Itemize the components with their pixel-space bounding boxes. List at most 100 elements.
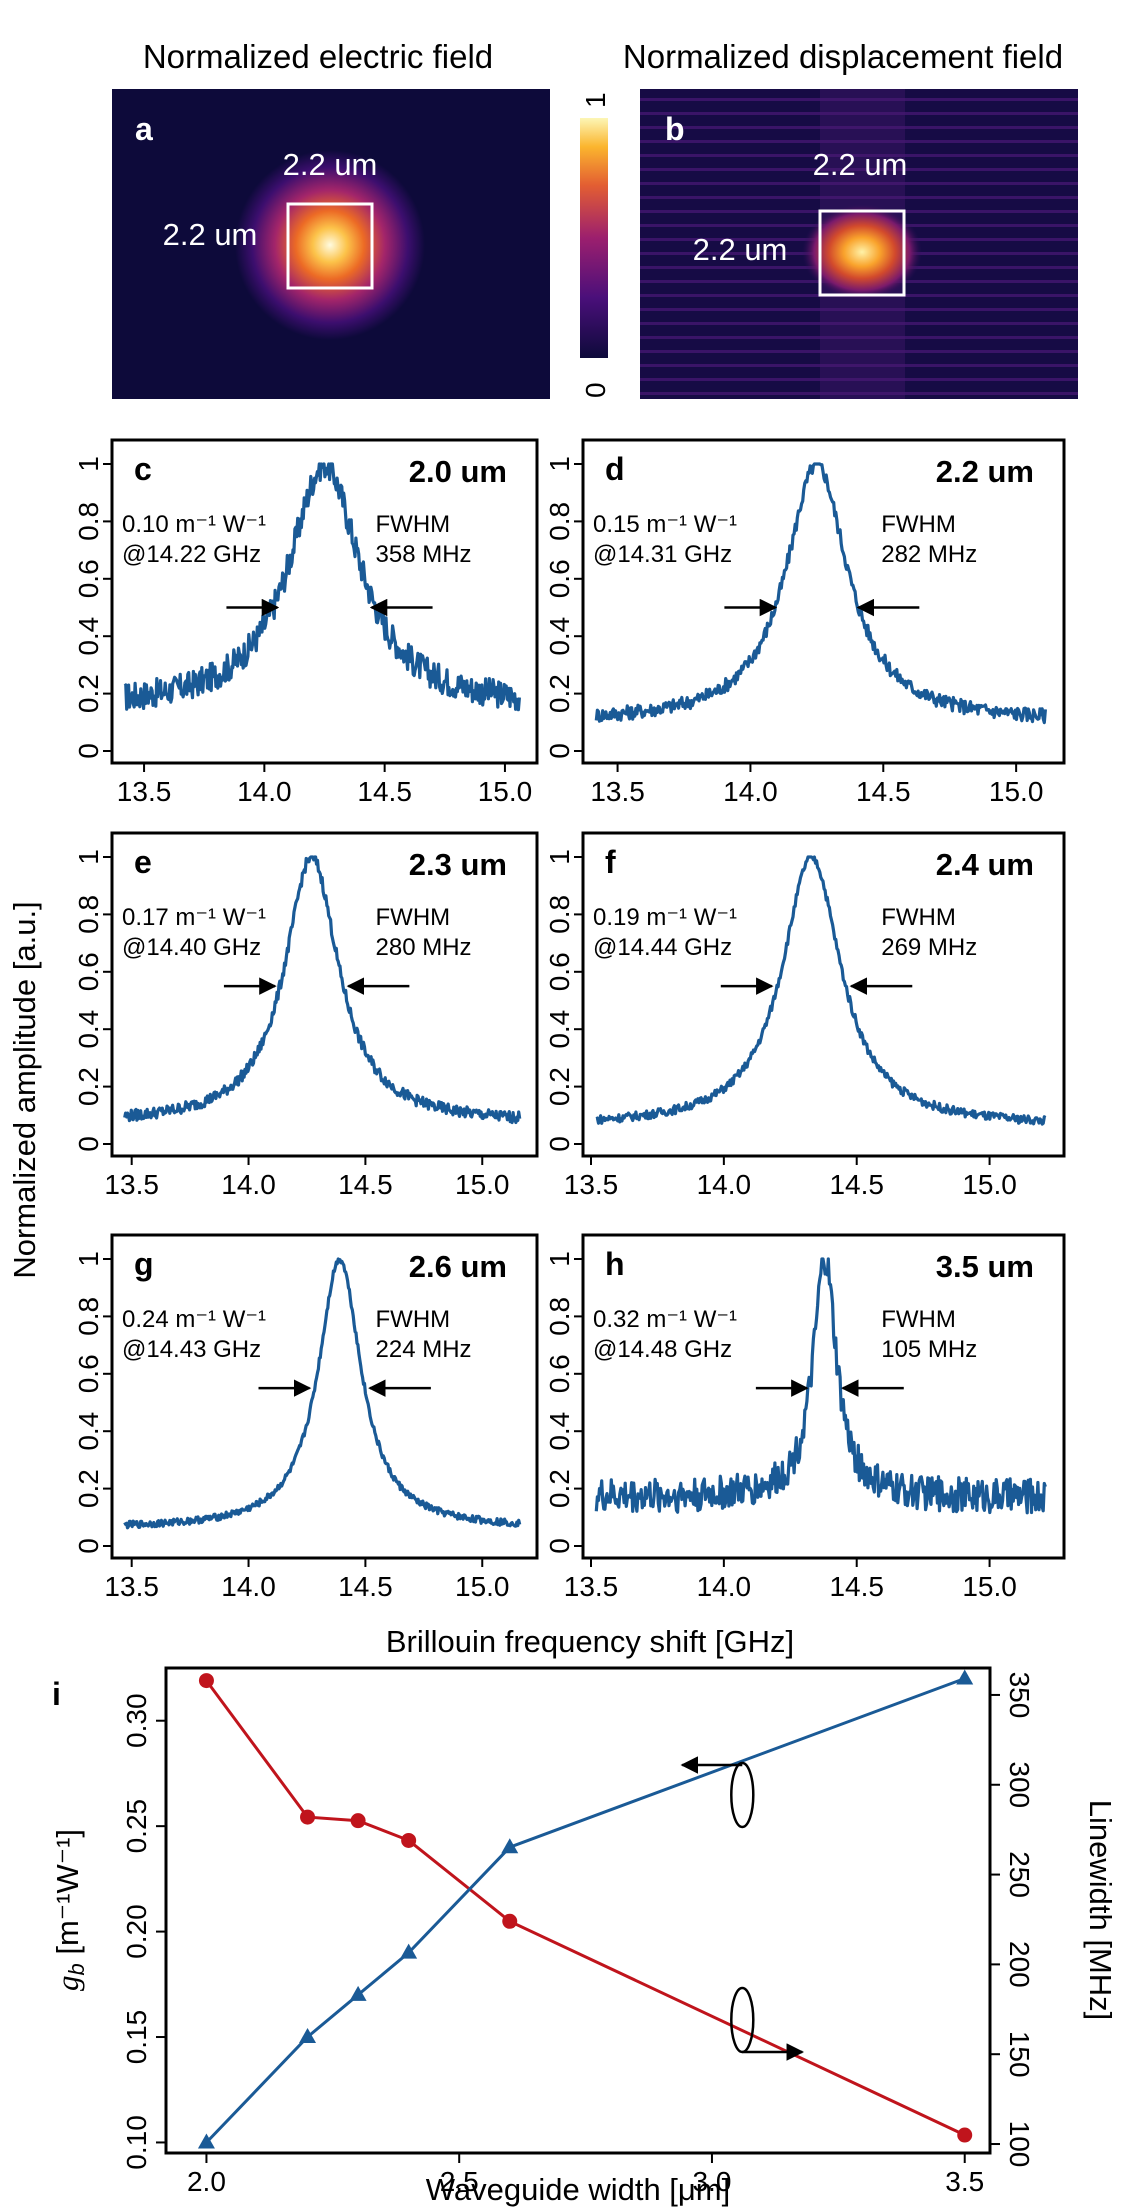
- linewidth-point: [350, 1813, 366, 1829]
- spectrum-trace-d: [594, 462, 1047, 725]
- map-a-height-label: 2.2 um: [163, 217, 258, 252]
- x-tick-label: 14.0: [221, 1169, 276, 1200]
- left-tick-label: 0.20: [121, 1904, 152, 1959]
- y-tick-label: 0.4: [73, 617, 104, 656]
- map-b: b 2.2 um 2.2 um: [640, 89, 1078, 399]
- y-tick-label: 0: [544, 1538, 575, 1554]
- x-tick-label: 14.5: [357, 776, 412, 807]
- gain-value: 0.24 m⁻¹ W⁻¹: [122, 1306, 266, 1333]
- y-tick-label: 0.8: [544, 1297, 575, 1336]
- colorbar-min-label: 0: [580, 382, 611, 398]
- right-tick-label: 350: [1004, 1672, 1035, 1719]
- y-tick-label: 0.2: [73, 1469, 104, 1508]
- map-a-width-label: 2.2 um: [283, 147, 378, 182]
- y-tick-label: 0.2: [544, 1469, 575, 1508]
- spectrum-frame-h: [581, 1233, 1066, 1560]
- y-tick-label: 0.4: [73, 1010, 104, 1049]
- waveguide-width-label: 3.5 um: [936, 1249, 1034, 1284]
- x-tick-label: 3.0: [692, 2166, 731, 2197]
- spectrum-trace-e: [123, 855, 522, 1125]
- fwhm-value: 358 MHz: [376, 541, 472, 568]
- fwhm-label: FWHM: [881, 904, 956, 931]
- gain-point: [501, 1838, 519, 1854]
- fwhm-label: FWHM: [376, 904, 451, 931]
- summary-frame: [164, 1666, 992, 2155]
- waveguide-width-label: 2.4 um: [936, 847, 1034, 882]
- left-tick-label: 0.25: [121, 1799, 152, 1854]
- spectrum-frame-e: [110, 831, 539, 1158]
- x-tick-label: 13.5: [564, 1169, 619, 1200]
- spectrum-panel-h: 13.5 14.0 14.5 15.0 0 0.2 0.4 0.6 0.8 1 h 3.5 um 0.3…: [544, 1233, 1066, 1602]
- waveguide-width-label: 2.0 um: [409, 454, 507, 489]
- y-tick-label: 0.8: [544, 895, 575, 934]
- y-tick-label: 0.8: [73, 1297, 104, 1336]
- y-tick-label: 0: [73, 1136, 104, 1152]
- summary-ylabel-right: Linewidth [MHz]: [1083, 1800, 1118, 2021]
- fwhm-label: FWHM: [881, 1306, 956, 1333]
- panel-label: e: [134, 844, 152, 880]
- peak-frequency: @14.43 GHz: [122, 1336, 261, 1363]
- right-tick-label: 150: [1004, 2031, 1035, 2078]
- y-tick-label: 0.2: [73, 1067, 104, 1106]
- left-tick-label: 0.10: [121, 2115, 152, 2170]
- y-tick-label: 1: [73, 1251, 104, 1267]
- right-tick-label: 250: [1004, 1851, 1035, 1898]
- fwhm-value: 105 MHz: [881, 1336, 977, 1363]
- map-b-title: Normalized displacement field: [623, 38, 1063, 75]
- y-tick-label: 0: [544, 1136, 575, 1152]
- gain-point: [299, 2028, 317, 2044]
- map-b-label: b: [665, 111, 685, 147]
- y-tick-label: 0: [73, 1538, 104, 1554]
- linewidth-point: [198, 1673, 214, 1689]
- x-tick-label: 14.5: [856, 776, 911, 807]
- y-tick-label: 1: [544, 1251, 575, 1267]
- spectrum-trace-f: [595, 855, 1047, 1126]
- y-tick-label: 0.2: [544, 1067, 575, 1106]
- map-b-mode-profile: [802, 204, 922, 300]
- x-tick-label: 13.5: [564, 1571, 619, 1602]
- spectrum-trace-g: [123, 1257, 522, 1530]
- right-tick-label: 300: [1004, 1761, 1035, 1808]
- left-tick-label: 0.30: [121, 1693, 152, 1748]
- spectrum-trace-h: [594, 1257, 1047, 1515]
- spectra-panels: 13.5 14.0 14.5 15.0 0 0.2 0.4 0.6 0.8 1 c 2.0 um 0.1…: [73, 438, 1066, 1602]
- peak-frequency: @14.48 GHz: [593, 1336, 732, 1363]
- map-a: a 2.2 um 2.2 um: [112, 89, 550, 399]
- x-tick-label: 14.0: [237, 776, 292, 807]
- x-tick-label: 15.0: [478, 776, 533, 807]
- fwhm-label: FWHM: [376, 511, 451, 538]
- x-tick-label: 14.5: [338, 1571, 393, 1602]
- fwhm-value: 224 MHz: [376, 1336, 472, 1363]
- panel-label: d: [605, 451, 625, 487]
- y-tick-label: 0.8: [73, 895, 104, 934]
- y-tick-label: 0.2: [544, 674, 575, 713]
- x-tick-label: 14.0: [697, 1571, 752, 1602]
- summary-chart: i 2.0 2.5 3.0 3.5 0.10 0.15 0.20 0.25 0.30 100 150 2…: [50, 1666, 1118, 2207]
- fwhm-label: FWHM: [376, 1306, 451, 1333]
- x-tick-label: 14.0: [221, 1571, 276, 1602]
- y-tick-label: 0: [544, 743, 575, 759]
- gain-point: [349, 1985, 367, 2001]
- map-a-title: Normalized electric field: [143, 38, 493, 75]
- panel-label: g: [134, 1246, 154, 1282]
- y-tick-label: 0.6: [73, 559, 104, 598]
- x-tick-label: 14.5: [338, 1169, 393, 1200]
- y-tick-label: 0.6: [544, 1354, 575, 1393]
- y-tick-label: 0.4: [544, 617, 575, 656]
- peak-frequency: @14.44 GHz: [593, 934, 732, 961]
- x-tick-label: 13.5: [104, 1169, 159, 1200]
- series-line-g_b: [205, 1677, 966, 2144]
- linewidth-axis-indicator: [730, 1986, 755, 2054]
- waveguide-width-label: 2.3 um: [409, 847, 507, 882]
- y-tick-label: 0.4: [73, 1412, 104, 1451]
- y-tick-label: 1: [73, 456, 104, 472]
- colorbar: 1 0: [580, 92, 611, 398]
- y-tick-label: 0.2: [73, 674, 104, 713]
- panel-label: h: [605, 1246, 625, 1282]
- right-tick-label: 200: [1004, 1941, 1035, 1988]
- y-tick-label: 1: [544, 456, 575, 472]
- spectrum-panel-g: 13.5 14.0 14.5 15.0 0 0.2 0.4 0.6 0.8 1 g 2.6 um 0.2…: [73, 1233, 539, 1602]
- y-tick-label: 0: [73, 743, 104, 759]
- y-tick-label: 1: [73, 849, 104, 865]
- x-tick-label: 13.5: [104, 1571, 159, 1602]
